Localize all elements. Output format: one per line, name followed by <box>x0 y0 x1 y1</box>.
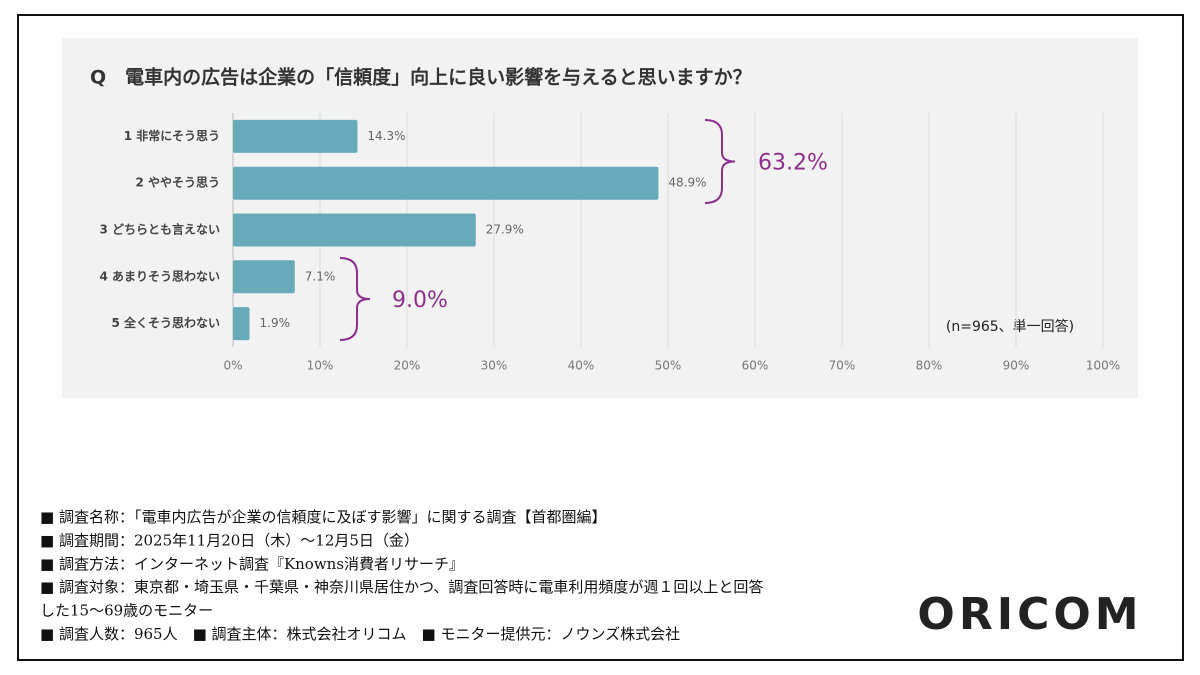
chart-title: Q 電車内の広告は企業の「信頼度」向上に良い影響を与えると思いますか？ <box>90 66 752 89</box>
footer-line: した15～69歳のモニター <box>40 602 213 620</box>
value-label: 48.9% <box>668 176 706 190</box>
y-tick-label: 5 全くそう思わない <box>111 315 220 330</box>
chart-panel <box>62 38 1138 398</box>
bar <box>233 260 295 294</box>
y-tick-label: 2 ややそう思う <box>135 176 220 190</box>
x-tick-label: 90% <box>1003 359 1030 373</box>
x-tick-label: 40% <box>568 359 595 373</box>
x-tick-label: 70% <box>829 359 856 373</box>
footer-line: ■ 調査名称：「電車内広告が企業の信頼度に及ぼす影響」に関する調査【首都圏編】 <box>40 508 606 526</box>
bar <box>233 307 250 341</box>
footer-line: ■ 調査期間：2025年11月20日（木）～12月5日（金） <box>40 531 419 549</box>
x-tick-label: 60% <box>742 359 769 373</box>
x-tick-label: 100% <box>1086 359 1120 373</box>
logo: ORICOM <box>917 589 1142 640</box>
annotation: 63.2% <box>758 151 828 176</box>
y-tick-label: 1 非常にそう思う <box>124 128 220 143</box>
footer-line: ■ 調査対象：東京都・埼玉県・千葉県・神奈川県居住かつ、調査回答時に電車利用頻度… <box>40 578 763 596</box>
y-tick-label: 4 あまりそう思わない <box>99 269 220 283</box>
value-label: 14.3% <box>367 129 405 143</box>
x-tick-label: 20% <box>394 359 421 373</box>
bracket <box>704 119 736 204</box>
x-tick-label: 80% <box>916 359 943 373</box>
footer-line: ■ 調査方法：インターネット調査『Knowns消費者リサーチ』 <box>40 555 464 573</box>
bar <box>233 166 659 200</box>
value-label: 1.9% <box>260 316 291 330</box>
annotation: 9.0% <box>392 288 448 313</box>
x-tick-label: 0% <box>223 359 242 373</box>
value-label: 7.1% <box>305 269 336 283</box>
x-tick-label: 10% <box>307 359 334 373</box>
x-tick-label: 50% <box>655 359 682 373</box>
bar <box>233 119 358 153</box>
x-tick-label: 30% <box>481 359 508 373</box>
y-tick-label: 3 どちらとも言えない <box>99 222 220 237</box>
bracket <box>339 257 371 341</box>
bar <box>233 213 476 247</box>
footer-line: ■ 調査人数：965人 ■ 調査主体：株式会社オリコム ■ モニター提供元：ノウ… <box>40 625 680 643</box>
note: (n=965、単一回答) <box>946 318 1074 335</box>
value-label: 27.9% <box>486 223 524 237</box>
